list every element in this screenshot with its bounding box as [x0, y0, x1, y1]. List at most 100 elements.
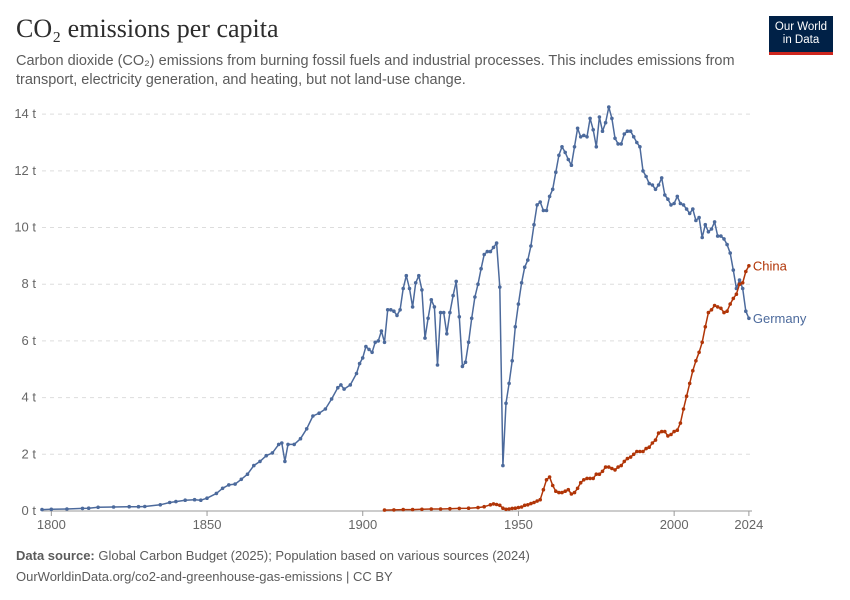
data-point-china [519, 505, 524, 509]
data-point-germany [407, 286, 412, 291]
data-point-germany [547, 194, 552, 199]
data-point-germany [423, 336, 427, 340]
data-point-germany [370, 350, 374, 355]
data-point-germany [569, 163, 574, 167]
data-point-china [501, 506, 505, 511]
data-point-germany [610, 116, 614, 121]
data-point-china [382, 508, 387, 512]
data-point-germany [245, 472, 250, 477]
data-point-germany [136, 504, 141, 509]
data-point-china [619, 463, 623, 468]
data-point-china [538, 497, 542, 502]
data-point-germany [454, 279, 459, 284]
data-point-china [572, 490, 577, 495]
data-point-china [429, 507, 434, 511]
data-point-germany [650, 183, 655, 187]
data-point-china [635, 449, 639, 454]
data-point-china [731, 296, 736, 301]
data-point-germany [541, 208, 546, 213]
x-tick-label: 1850 [193, 517, 222, 532]
y-tick-label: 2 t [22, 446, 37, 461]
data-point-germany [354, 371, 359, 376]
data-point-china [744, 269, 748, 274]
data-point-germany [501, 463, 505, 468]
data-point-germany [417, 273, 421, 278]
data-point-china [575, 486, 580, 491]
data-point-germany [622, 132, 627, 136]
data-point-germany [252, 463, 256, 468]
data-point-germany [535, 203, 539, 207]
data-point-germany [550, 187, 555, 192]
logo-line-2: in Data [782, 34, 820, 46]
y-tick-label: 6 t [22, 333, 37, 348]
data-point-china [603, 465, 608, 469]
owid-logo[interactable]: Our World in Data [769, 16, 833, 55]
chart-subtitle: Carbon dioxide (CO₂) emissions from burn… [16, 53, 735, 88]
data-point-china [687, 381, 692, 386]
data-point-germany [641, 169, 645, 173]
x-tick-label: 1900 [348, 517, 377, 532]
data-point-china [392, 508, 396, 512]
data-point-germany [167, 500, 172, 505]
data-point-china [504, 507, 508, 512]
data-point-germany [143, 504, 147, 509]
data-point-germany [382, 340, 387, 345]
data-point-germany [638, 145, 642, 149]
data-point-germany [367, 347, 371, 352]
data-point-germany [435, 363, 440, 367]
data-point-china [656, 431, 661, 435]
y-tick-label: 14 t [14, 106, 36, 121]
data-point-china [666, 434, 670, 438]
data-point-china [663, 429, 667, 434]
data-point-china [641, 449, 645, 454]
data-point-germany [283, 459, 287, 464]
data-point-germany [445, 332, 449, 336]
data-point-china [697, 350, 701, 355]
data-point-germany [323, 407, 328, 411]
x-tick-label: 1950 [504, 517, 533, 532]
data-point-germany [628, 129, 633, 133]
data-point-china [650, 441, 655, 445]
data-point-germany [694, 218, 698, 223]
data-point-germany [507, 381, 511, 386]
data-point-china [482, 504, 487, 509]
data-point-germany [669, 203, 673, 207]
data-point-germany [659, 176, 664, 180]
data-point-china [476, 505, 480, 510]
source-url[interactable]: OurWorldinData.org/co2-and-greenhouse-ga… [16, 569, 393, 584]
data-point-germany [199, 498, 203, 503]
data-point-germany [687, 211, 692, 216]
data-point-germany [441, 310, 446, 315]
data-point-china [709, 308, 714, 312]
data-point-germany [336, 385, 340, 390]
data-point-china [638, 449, 642, 454]
data-point-germany [451, 293, 455, 298]
line-chart: 0 t 2 t 4 t 6 t 8 t 10 t 12 t 14 t 1800 1850 1900… [14, 105, 807, 532]
data-point-germany [712, 220, 717, 224]
data-point-china [737, 282, 742, 287]
data-point-germany [725, 242, 729, 247]
data-point-germany [127, 504, 131, 509]
data-point-germany [588, 116, 592, 121]
data-point-germany [647, 181, 651, 186]
data-point-china [498, 503, 502, 508]
data-point-germany [594, 145, 599, 149]
data-point-germany [438, 310, 443, 315]
data-point-germany [448, 310, 452, 315]
data-point-china [675, 428, 680, 433]
data-point-china [719, 306, 723, 311]
data-point-germany [174, 499, 178, 504]
data-point-china [625, 456, 630, 461]
data-point-china [494, 502, 499, 507]
data-point-germany [86, 506, 91, 511]
data-point-germany [532, 222, 536, 227]
data-point-china [591, 476, 595, 481]
data-point-germany [410, 305, 415, 309]
data-point-germany [504, 401, 508, 406]
data-point-germany [270, 451, 275, 455]
data-point-germany [625, 129, 630, 133]
data-point-germany [469, 316, 474, 321]
data-point-germany [672, 201, 676, 206]
data-point-germany [258, 459, 262, 464]
data-point-germany [482, 252, 487, 257]
